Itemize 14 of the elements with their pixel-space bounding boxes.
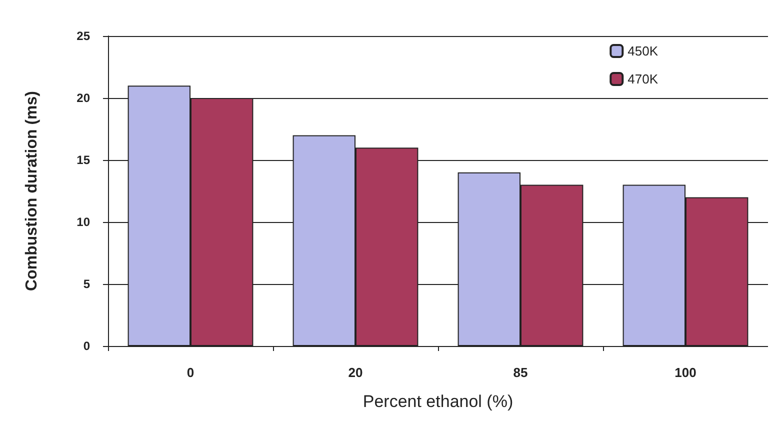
x-tick-label: 0 [186, 365, 194, 380]
x-tick-label: 85 [513, 365, 528, 380]
x-tick-label: 20 [348, 365, 363, 380]
y-tick-label: 10 [76, 215, 90, 229]
y-tick-label: 20 [76, 91, 90, 105]
x-axis-title: Percent ethanol (%) [362, 392, 514, 411]
y-axis-title: Combustion duration (ms) [24, 91, 40, 291]
y-tick-label: 5 [83, 277, 90, 291]
y-tick-label: 25 [76, 29, 90, 43]
y-tick-label: 0 [83, 339, 90, 353]
y-tick-label: 15 [76, 153, 90, 167]
x-tick-label: 100 [674, 365, 696, 380]
legend-label: 470K [628, 72, 658, 86]
legend-label: 450K [628, 44, 658, 58]
